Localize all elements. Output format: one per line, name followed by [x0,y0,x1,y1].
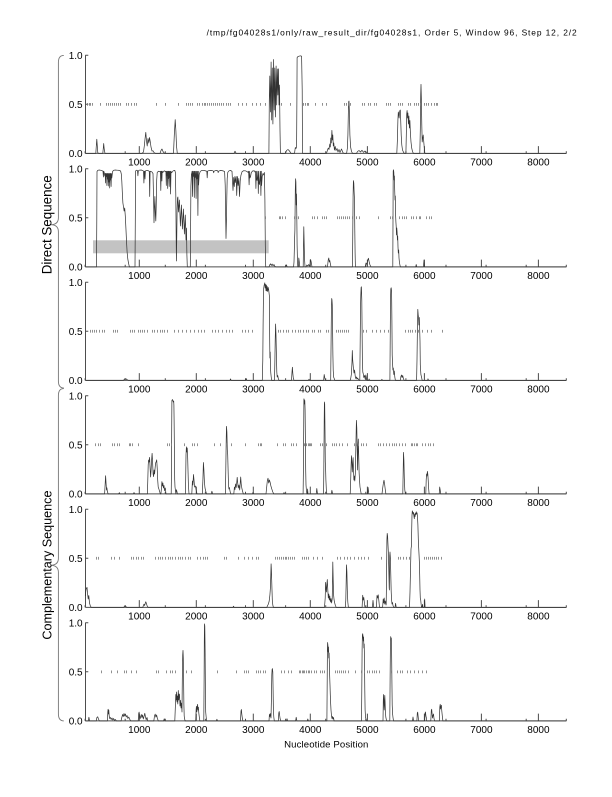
svg-text:0.5: 0.5 [69,440,83,451]
svg-text:7000: 7000 [470,384,493,395]
svg-text:8000: 8000 [527,611,550,622]
svg-text:7000: 7000 [470,271,493,282]
svg-text:1000: 1000 [128,384,151,395]
svg-text:2000: 2000 [185,157,208,168]
svg-text:8000: 8000 [527,157,550,168]
svg-text:1000: 1000 [128,157,151,168]
svg-text:Nucleotide Position: Nucleotide Position [284,740,368,751]
svg-text:2000: 2000 [185,271,208,282]
svg-text:1.0: 1.0 [69,505,83,516]
svg-text:1000: 1000 [128,725,151,736]
svg-text:3000: 3000 [242,611,265,622]
svg-text:7000: 7000 [470,725,493,736]
svg-text:5000: 5000 [356,157,379,168]
svg-text:0.5: 0.5 [69,667,83,678]
svg-text:6000: 6000 [413,271,436,282]
svg-text:4000: 4000 [299,271,322,282]
svg-text:0.0: 0.0 [69,717,83,728]
svg-text:8000: 8000 [527,271,550,282]
svg-text:Complementary Sequence: Complementary Sequence [40,491,54,640]
svg-text:4000: 4000 [299,498,322,509]
svg-text:5000: 5000 [356,271,379,282]
svg-text:1000: 1000 [128,611,151,622]
svg-text:1.0: 1.0 [69,391,83,402]
svg-text:0.5: 0.5 [69,327,83,338]
svg-text:6000: 6000 [413,725,436,736]
svg-text:2000: 2000 [185,725,208,736]
svg-text:3000: 3000 [242,725,265,736]
svg-text:1.0: 1.0 [69,51,83,62]
svg-text:3000: 3000 [242,498,265,509]
svg-text:0.0: 0.0 [69,490,83,501]
svg-text:6000: 6000 [413,498,436,509]
svg-text:8000: 8000 [527,498,550,509]
svg-text:3000: 3000 [242,384,265,395]
svg-text:0.0: 0.0 [69,376,83,387]
svg-text:1000: 1000 [128,498,151,509]
svg-text:5000: 5000 [356,725,379,736]
svg-text:6000: 6000 [413,611,436,622]
svg-text:2000: 2000 [185,498,208,509]
svg-text:7000: 7000 [470,157,493,168]
svg-text:/tmp/fg04028s1/only/raw_result: /tmp/fg04028s1/only/raw_result_dir/fg040… [207,27,578,37]
svg-text:8000: 8000 [527,384,550,395]
svg-text:1000: 1000 [128,271,151,282]
svg-text:0.0: 0.0 [69,149,83,160]
svg-text:Direct Sequence: Direct Sequence [39,175,54,274]
svg-text:5000: 5000 [356,611,379,622]
svg-text:0.5: 0.5 [69,213,83,224]
svg-text:6000: 6000 [413,157,436,168]
svg-text:4000: 4000 [299,611,322,622]
svg-text:2000: 2000 [185,384,208,395]
svg-text:4000: 4000 [299,725,322,736]
svg-text:8000: 8000 [527,725,550,736]
svg-text:1.0: 1.0 [69,618,83,629]
svg-text:4000: 4000 [299,157,322,168]
svg-text:0.0: 0.0 [69,603,83,614]
svg-text:1.0: 1.0 [69,164,83,175]
svg-text:3000: 3000 [242,157,265,168]
svg-text:0.5: 0.5 [69,100,83,111]
svg-text:1.0: 1.0 [69,278,83,289]
svg-text:3000: 3000 [242,271,265,282]
svg-text:2000: 2000 [185,611,208,622]
svg-text:4000: 4000 [299,384,322,395]
svg-text:7000: 7000 [470,498,493,509]
svg-text:0.0: 0.0 [69,263,83,274]
svg-text:5000: 5000 [356,498,379,509]
svg-text:6000: 6000 [413,384,436,395]
svg-text:5000: 5000 [356,384,379,395]
svg-text:0.5: 0.5 [69,554,83,565]
svg-text:7000: 7000 [470,611,493,622]
